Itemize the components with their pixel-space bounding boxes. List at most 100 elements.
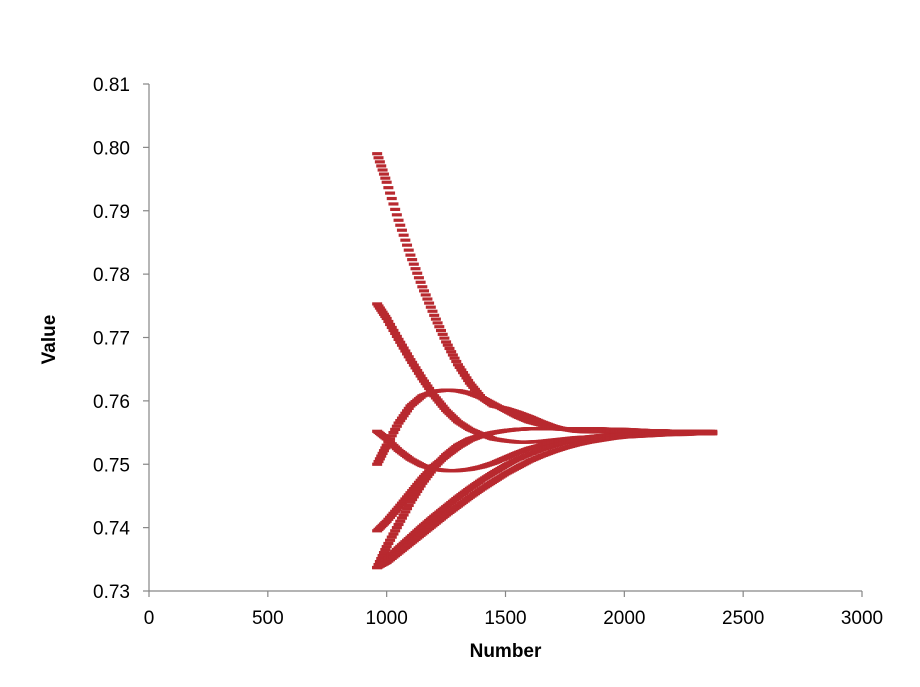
data-point-fill xyxy=(383,438,394,443)
data-point xyxy=(381,180,392,184)
data-point-fill xyxy=(424,472,435,476)
data-point-fill xyxy=(391,507,402,511)
data-point-fill xyxy=(407,258,418,262)
x-tick-label: 0 xyxy=(144,608,155,629)
y-tick-label: 0.76 xyxy=(93,392,130,413)
x-tick-label: 500 xyxy=(252,608,284,629)
data-point-fill xyxy=(451,444,462,449)
data-point-fill xyxy=(396,343,407,347)
data-point-fill xyxy=(425,305,436,309)
data-point-fill xyxy=(402,243,413,247)
data-point-fill xyxy=(378,172,389,176)
data-point-fill xyxy=(439,506,450,510)
data-point-fill xyxy=(410,366,421,370)
data-point-fill xyxy=(395,419,406,423)
data-point-fill xyxy=(385,440,396,444)
data-point xyxy=(417,285,428,289)
data-point-fill xyxy=(442,343,453,347)
data-point-fill xyxy=(388,532,399,536)
data-point-fill xyxy=(432,462,443,466)
series-1 xyxy=(372,152,718,435)
data-point-fill xyxy=(402,495,413,499)
data-point-fill xyxy=(380,521,391,525)
data-point-fill xyxy=(435,328,446,333)
data-point xyxy=(393,218,404,222)
data-point-fill xyxy=(396,416,407,420)
data-point-fill xyxy=(391,547,402,552)
data-point-fill xyxy=(415,280,426,284)
x-tick-label: 1500 xyxy=(484,608,526,629)
data-point-fill xyxy=(447,415,458,419)
data-point-fill xyxy=(419,289,430,293)
data-point-fill xyxy=(403,503,414,508)
data-point-fill xyxy=(463,378,474,383)
data-point-fill xyxy=(408,487,419,491)
data-point xyxy=(381,316,392,321)
data-point-fill xyxy=(498,464,509,469)
data-point-fill xyxy=(390,445,401,449)
data-point-fill xyxy=(486,401,497,405)
data-point-fill xyxy=(380,314,391,319)
data-point-fill xyxy=(425,470,436,474)
data-point-fill xyxy=(398,513,409,517)
data-point xyxy=(372,462,383,466)
data-point-fill xyxy=(383,186,394,190)
data-point-fill xyxy=(403,248,414,252)
data-point-fill xyxy=(410,484,421,489)
data-point-fill xyxy=(390,207,401,211)
data-point-fill xyxy=(403,355,414,359)
data-point-fill xyxy=(403,537,414,541)
data-point-fill xyxy=(412,271,423,275)
data-point-fill xyxy=(471,389,482,394)
data-point-fill xyxy=(386,434,397,438)
data-point xyxy=(417,481,428,485)
data-point-fill xyxy=(413,487,424,491)
data-point-fill xyxy=(407,360,418,364)
data-point-fill xyxy=(374,457,385,461)
data-point-fill xyxy=(475,488,486,492)
data-point-fill xyxy=(422,474,433,479)
data-point-fill xyxy=(451,505,462,509)
data-point-fill xyxy=(378,551,389,555)
data-point-fill xyxy=(446,350,457,354)
data-point-fill xyxy=(386,196,397,201)
data-point-fill xyxy=(377,451,388,455)
data-point-fill xyxy=(463,426,474,430)
data-point-fill xyxy=(439,406,450,410)
data-point-fill xyxy=(400,497,411,501)
data-point-fill xyxy=(420,477,431,481)
data-point-fill xyxy=(378,312,389,316)
data-point-fill xyxy=(398,499,409,503)
data-point-fill xyxy=(395,519,406,523)
data-point-fill xyxy=(391,334,402,339)
x-axis-ticks: 0 500 1000 1500 2000 2500 3000 xyxy=(144,591,883,629)
data-point-fill xyxy=(396,516,407,520)
data-point-fill xyxy=(376,556,387,561)
data-point-fill xyxy=(395,340,406,344)
y-tick-label: 0.77 xyxy=(93,329,130,350)
data-point-fill xyxy=(510,466,521,470)
data-point xyxy=(405,253,416,257)
data-point-fill xyxy=(390,427,401,431)
data-point-fill xyxy=(444,412,455,416)
data-point-fill xyxy=(434,400,445,404)
x-axis-title: Number xyxy=(470,641,542,662)
data-point-fill xyxy=(437,332,448,336)
data-point-fill xyxy=(486,480,497,485)
data-point-fill xyxy=(424,386,435,391)
data-point-fill xyxy=(380,176,391,180)
data-point-fill xyxy=(439,514,450,518)
data-point-fill xyxy=(427,516,438,520)
data-point-fill xyxy=(466,383,477,387)
data-point-fill xyxy=(510,458,521,462)
data-point-fill xyxy=(430,317,441,321)
data-point-fill xyxy=(391,213,402,217)
x-tick-label: 1000 xyxy=(366,608,408,629)
data-point-fill xyxy=(437,404,448,408)
y-axis-title: Value xyxy=(39,315,60,365)
data-point-fill xyxy=(456,368,467,372)
data-point-fill xyxy=(463,488,474,492)
data-point-fill xyxy=(415,484,426,488)
data-point-fill xyxy=(427,524,438,528)
data-point-fill xyxy=(398,346,409,350)
